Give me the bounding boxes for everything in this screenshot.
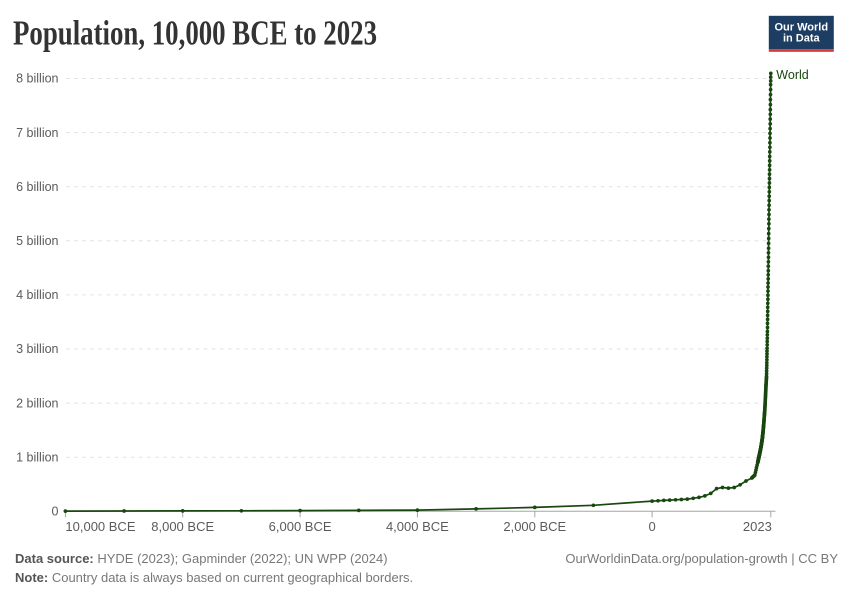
svg-text:7 billion: 7 billion bbox=[16, 126, 58, 140]
svg-text:0: 0 bbox=[52, 505, 59, 519]
svg-text:6,000 BCE: 6,000 BCE bbox=[269, 519, 332, 534]
svg-text:World: World bbox=[776, 68, 808, 82]
svg-text:2,000 BCE: 2,000 BCE bbox=[503, 519, 566, 534]
svg-text:4,000 BCE: 4,000 BCE bbox=[386, 519, 449, 534]
svg-text:5 billion: 5 billion bbox=[16, 234, 58, 248]
svg-text:Note: Country data is always b: Note: Country data is always based on cu… bbox=[15, 570, 413, 585]
svg-text:2 billion: 2 billion bbox=[16, 396, 58, 410]
svg-text:3 billion: 3 billion bbox=[16, 342, 58, 356]
svg-text:2023: 2023 bbox=[743, 519, 772, 534]
svg-text:Our World: Our World bbox=[775, 21, 829, 33]
svg-text:Data source: HYDE (2023); Gapm: Data source: HYDE (2023); Gapminder (202… bbox=[15, 551, 388, 566]
svg-text:8,000 BCE: 8,000 BCE bbox=[151, 519, 214, 534]
svg-text:Population, 10,000 BCE to 2023: Population, 10,000 BCE to 2023 bbox=[13, 14, 377, 53]
svg-text:OurWorldinData.org/population-: OurWorldinData.org/population-growth | C… bbox=[565, 551, 838, 566]
svg-text:10,000 BCE: 10,000 BCE bbox=[65, 519, 135, 534]
svg-text:1 billion: 1 billion bbox=[16, 450, 58, 464]
svg-text:0: 0 bbox=[648, 519, 655, 534]
svg-text:6 billion: 6 billion bbox=[16, 180, 58, 194]
svg-text:4 billion: 4 billion bbox=[16, 288, 58, 302]
svg-text:in Data: in Data bbox=[783, 33, 821, 45]
svg-text:8 billion: 8 billion bbox=[16, 72, 58, 86]
